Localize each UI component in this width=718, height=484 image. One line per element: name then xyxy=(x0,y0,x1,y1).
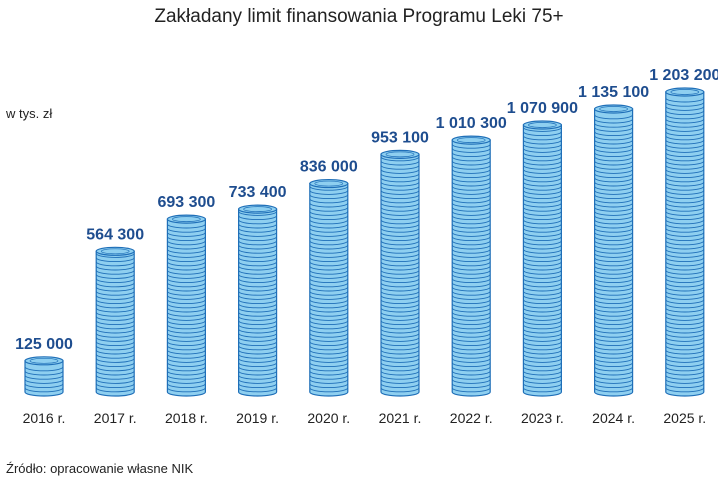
x-tick-label: 2024 r. xyxy=(592,410,635,426)
value-label: 1 203 200 xyxy=(649,67,718,84)
unit-label: w tys. zł xyxy=(6,106,53,121)
coin-stack-bar xyxy=(309,178,349,397)
x-tick-label: 2025 r. xyxy=(663,410,706,426)
coin-stack-bar xyxy=(522,120,563,397)
x-tick-label: 2018 r. xyxy=(165,410,208,426)
coin-stack-bar xyxy=(166,214,206,397)
x-tick-label: 2017 r. xyxy=(94,410,137,426)
x-tick-label: 2022 r. xyxy=(450,410,493,426)
coin-stack-bar xyxy=(451,135,491,397)
value-label: 836 000 xyxy=(300,159,358,176)
value-label: 125 000 xyxy=(15,336,73,353)
x-tick-label: 2021 r. xyxy=(379,410,422,426)
value-label: 1 135 100 xyxy=(578,84,649,101)
coin-stack-bar xyxy=(24,356,64,397)
value-label: 953 100 xyxy=(371,129,429,146)
x-tick-label: 2019 r. xyxy=(236,410,279,426)
coin-stack-bar xyxy=(95,246,135,397)
x-tick-label: 2020 r. xyxy=(307,410,350,426)
value-label: 733 400 xyxy=(229,184,287,201)
coin-stack-bar xyxy=(238,204,278,397)
value-label: 1 070 900 xyxy=(507,100,578,117)
chart-title: Zakładany limit finansowania Programu Le… xyxy=(154,6,564,27)
value-label: 564 300 xyxy=(86,226,144,243)
x-tick-label: 2023 r. xyxy=(521,410,564,426)
coin-stack-bar xyxy=(665,87,705,397)
coin-stack-bar xyxy=(380,149,420,397)
coin-stack-bar xyxy=(593,104,634,397)
value-label: 693 300 xyxy=(157,194,215,211)
source-note: Źródło: opracowanie własne NIK xyxy=(6,461,194,476)
x-tick-label: 2016 r. xyxy=(23,410,66,426)
value-label: 1 010 300 xyxy=(436,115,507,132)
